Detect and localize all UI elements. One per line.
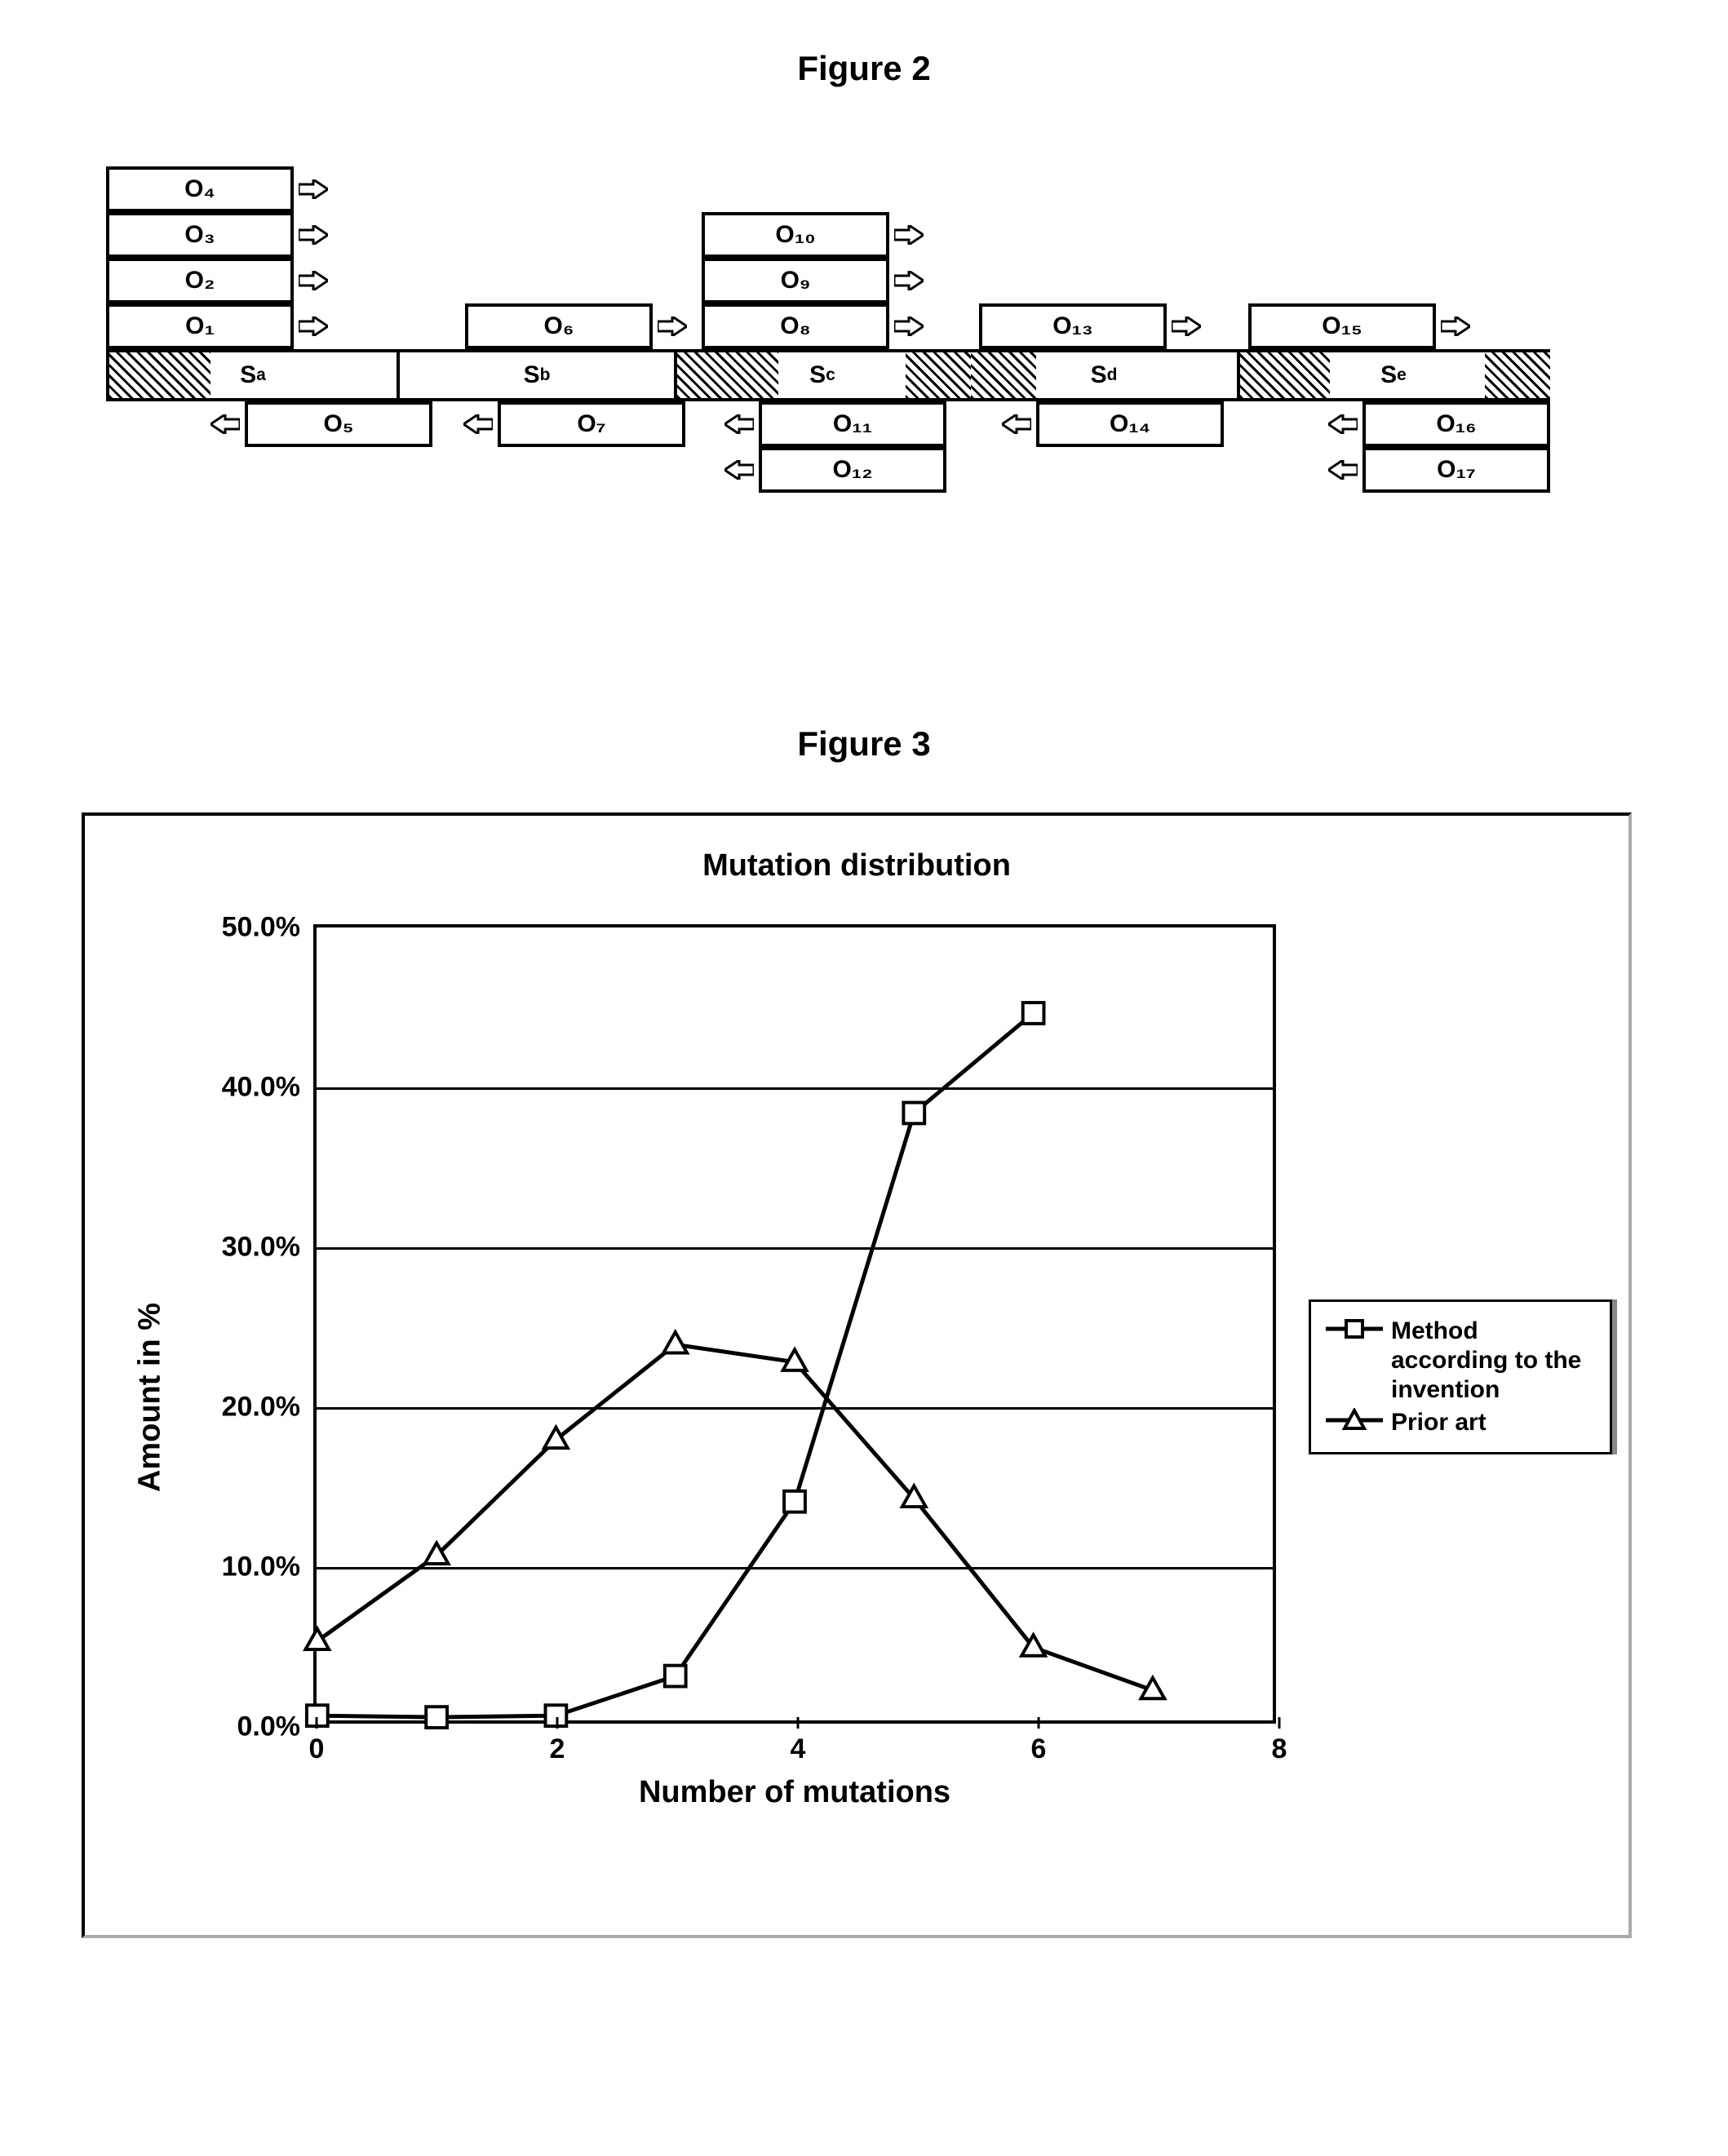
chart-plot-area: Number of mutations 0.0%10.0%20.0%30.0%4… bbox=[313, 924, 1276, 1724]
oligo-box: O₁₃ bbox=[979, 303, 1167, 349]
ytick-label: 50.0% bbox=[222, 912, 300, 944]
oligo-box: O₇ bbox=[498, 401, 685, 447]
oligo-box: O₂ bbox=[106, 258, 294, 303]
figure2-diagram: SaSbScSdSe O₄O₃O₂O₁ O₆ O₁₀O₉O₈ O₁₃ O₁₅ O₅ O₇ O₁₁… bbox=[82, 137, 1632, 512]
xtick-label: 6 bbox=[1031, 1733, 1047, 1765]
arrow-left-icon bbox=[463, 414, 493, 434]
series-marker bbox=[544, 1428, 568, 1449]
hatch-region bbox=[1485, 352, 1550, 398]
gridline bbox=[317, 1247, 1273, 1250]
oligo-box: O₁₆ bbox=[1362, 401, 1550, 447]
arrow-right-icon bbox=[894, 225, 924, 245]
figure2-title: Figure 2 bbox=[82, 49, 1646, 88]
series-line bbox=[317, 1344, 1153, 1690]
oligo-box: O₁₄ bbox=[1036, 401, 1224, 447]
xtick bbox=[556, 1717, 559, 1729]
arrow-right-icon bbox=[299, 271, 328, 290]
arrow-right-icon bbox=[299, 225, 328, 245]
gridline bbox=[317, 1567, 1273, 1569]
oligo-box: O₁₅ bbox=[1248, 303, 1436, 349]
chart-title: Mutation distribution bbox=[101, 848, 1612, 883]
hatch-region bbox=[109, 352, 210, 398]
hatch-region bbox=[1240, 352, 1330, 398]
gridline bbox=[317, 1407, 1273, 1410]
arrow-left-icon bbox=[1328, 414, 1358, 434]
oligo-box: O₆ bbox=[465, 303, 653, 349]
triangle-marker-icon bbox=[1326, 1408, 1383, 1432]
arrow-left-icon bbox=[1002, 414, 1031, 434]
oligo-box: O₁₂ bbox=[759, 447, 946, 493]
arrow-left-icon bbox=[724, 460, 754, 480]
series-marker bbox=[426, 1707, 447, 1728]
xtick bbox=[1278, 1717, 1281, 1729]
figure3-chart-container: Mutation distribution Amount in % Number… bbox=[82, 812, 1632, 1938]
series-marker bbox=[305, 1628, 329, 1649]
xtick-label: 0 bbox=[309, 1733, 325, 1765]
gridline bbox=[317, 1087, 1273, 1090]
series-marker bbox=[665, 1666, 686, 1687]
arrow-right-icon bbox=[894, 271, 924, 290]
series-marker bbox=[663, 1332, 687, 1353]
arrow-right-icon bbox=[299, 179, 328, 199]
ytick-label: 20.0% bbox=[222, 1392, 300, 1423]
legend-item: Prior art bbox=[1326, 1408, 1595, 1437]
legend-item: Method according to the invention bbox=[1326, 1317, 1595, 1405]
series-marker bbox=[1023, 1003, 1044, 1024]
legend-label: Method according to the invention bbox=[1391, 1317, 1595, 1405]
segment: Sa bbox=[106, 349, 400, 401]
series-marker bbox=[903, 1103, 924, 1124]
segment: Sb bbox=[400, 349, 677, 401]
oligo-box: O₁₁ bbox=[759, 401, 946, 447]
oligo-box: O₉ bbox=[702, 258, 889, 303]
hatch-region bbox=[906, 352, 971, 398]
segment: Sc bbox=[677, 349, 971, 401]
xtick bbox=[316, 1717, 318, 1729]
arrow-left-icon bbox=[724, 414, 754, 434]
x-axis-label: Number of mutations bbox=[639, 1775, 950, 1810]
segment: Se bbox=[1240, 349, 1550, 401]
y-axis-label: Amount in % bbox=[133, 1303, 168, 1492]
oligo-box: O₅ bbox=[245, 401, 432, 447]
segment: Sd bbox=[971, 349, 1240, 401]
ytick-label: 30.0% bbox=[222, 1232, 300, 1264]
oligo-box: O₈ bbox=[702, 303, 889, 349]
arrow-right-icon bbox=[1172, 317, 1201, 336]
arrow-right-icon bbox=[894, 317, 924, 336]
ytick-label: 40.0% bbox=[222, 1072, 300, 1104]
figure3-title: Figure 3 bbox=[82, 724, 1646, 764]
ytick-label: 10.0% bbox=[222, 1552, 300, 1583]
chart-legend: Method according to the invention Prior a… bbox=[1309, 1299, 1612, 1454]
arrow-right-icon bbox=[658, 317, 687, 336]
xtick bbox=[797, 1717, 800, 1729]
oligo-box: O₄ bbox=[106, 166, 294, 212]
square-marker-icon bbox=[1326, 1317, 1383, 1341]
arrow-right-icon bbox=[1441, 317, 1470, 336]
ytick-label: 0.0% bbox=[237, 1711, 301, 1743]
arrow-left-icon bbox=[1328, 460, 1358, 480]
oligo-box: O₁₀ bbox=[702, 212, 889, 258]
xtick-label: 8 bbox=[1272, 1733, 1287, 1765]
oligo-box: O₁ bbox=[106, 303, 294, 349]
xtick bbox=[1038, 1717, 1040, 1729]
legend-label: Prior art bbox=[1391, 1408, 1487, 1437]
hatch-region bbox=[971, 352, 1036, 398]
oligo-box: O₁₇ bbox=[1362, 447, 1550, 493]
arrow-left-icon bbox=[210, 414, 240, 434]
arrow-right-icon bbox=[299, 317, 328, 336]
hatch-region bbox=[677, 352, 778, 398]
series-marker bbox=[784, 1491, 805, 1512]
oligo-box: O₃ bbox=[106, 212, 294, 258]
xtick-label: 2 bbox=[550, 1733, 565, 1765]
xtick-label: 4 bbox=[791, 1733, 806, 1765]
chart-series bbox=[317, 927, 1273, 1720]
